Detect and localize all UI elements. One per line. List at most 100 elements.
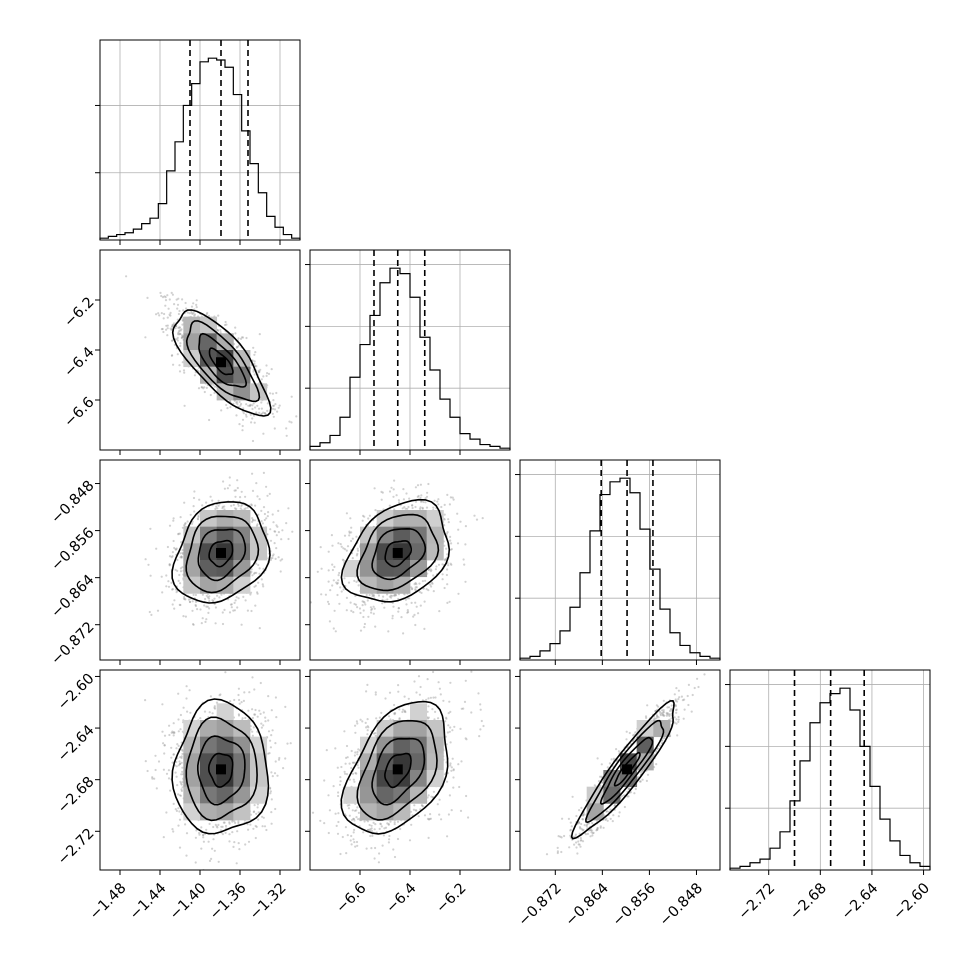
sample-point — [178, 846, 182, 849]
sample-point — [362, 609, 365, 612]
x-tick-label-p0-2: −1.40 — [167, 880, 210, 923]
panel-1-3-frame — [309, 669, 511, 871]
sample-point — [589, 829, 592, 832]
sample-point — [654, 709, 657, 713]
sample-point — [179, 332, 182, 336]
sample-point — [412, 808, 415, 811]
sample-point — [249, 593, 252, 596]
sample-point — [170, 756, 173, 759]
sample-point — [426, 817, 430, 821]
sample-point — [415, 809, 418, 812]
sample-point — [182, 615, 185, 618]
sample-point — [203, 390, 206, 394]
sample-point — [179, 516, 182, 519]
density-cell — [183, 803, 201, 821]
sample-point — [181, 335, 184, 339]
sample-point — [177, 579, 180, 583]
sample-point — [255, 812, 258, 815]
sample-point — [339, 780, 342, 783]
sample-point — [675, 687, 678, 690]
sample-point — [348, 814, 351, 817]
sample-point — [181, 786, 184, 789]
sample-point — [281, 529, 284, 532]
sample-point — [278, 756, 281, 760]
density-cell — [233, 770, 251, 788]
sample-point — [392, 495, 395, 498]
sample-point — [674, 698, 677, 701]
panel-0-3-content — [144, 671, 292, 870]
sample-point — [372, 605, 375, 608]
sample-point — [569, 828, 573, 832]
sample-point — [582, 814, 585, 817]
sample-point — [452, 768, 455, 771]
sample-point — [456, 512, 459, 515]
sample-point — [185, 307, 188, 310]
sample-point — [167, 580, 170, 583]
sample-point — [221, 833, 224, 836]
sample-point — [163, 312, 166, 316]
sample-point — [191, 600, 194, 603]
sample-point — [439, 693, 442, 696]
density-cell — [360, 526, 378, 544]
sample-point — [627, 795, 630, 798]
sample-point — [388, 490, 392, 493]
sample-point — [172, 731, 175, 734]
sample-point — [236, 402, 239, 406]
density-cell — [393, 510, 411, 528]
sample-point — [363, 626, 366, 629]
sample-point — [655, 704, 659, 707]
sample-point — [168, 724, 171, 727]
sample-point — [184, 522, 187, 526]
sample-point — [451, 757, 454, 760]
sample-point — [166, 545, 169, 549]
sample-point — [234, 489, 237, 492]
density-cell — [216, 576, 234, 594]
sample-point — [371, 834, 374, 838]
sample-point — [618, 811, 621, 814]
sample-point — [172, 830, 175, 833]
sample-point — [380, 498, 383, 501]
sample-point — [165, 585, 168, 588]
sample-point — [416, 495, 419, 498]
sample-point — [560, 836, 563, 839]
sample-point — [459, 727, 462, 731]
sample-point — [405, 492, 408, 495]
sample-point — [160, 294, 163, 298]
sample-point — [164, 304, 167, 307]
sample-point — [260, 401, 263, 404]
sample-point — [179, 780, 182, 784]
sample-point — [248, 404, 252, 407]
sample-point — [337, 542, 340, 545]
sample-point — [202, 387, 205, 390]
sample-point — [199, 717, 202, 720]
sample-point — [239, 496, 242, 499]
sample-point — [419, 685, 422, 689]
sample-point — [253, 373, 256, 376]
sample-point — [356, 806, 359, 809]
sample-point — [155, 787, 158, 790]
sample-point — [234, 326, 237, 329]
sample-point — [569, 821, 572, 824]
sample-point — [172, 722, 175, 725]
sample-point — [578, 822, 581, 825]
sample-point — [617, 815, 620, 818]
sample-point — [170, 339, 174, 342]
sample-point — [629, 791, 633, 794]
sample-point — [473, 514, 476, 517]
sample-point — [327, 602, 330, 606]
sample-point — [176, 353, 179, 356]
sample-point — [271, 513, 274, 516]
density-cell — [393, 720, 411, 738]
sample-point — [171, 828, 174, 831]
sample-point — [401, 507, 404, 510]
sample-point — [351, 537, 354, 540]
sample-point — [224, 831, 227, 835]
sample-point — [252, 519, 255, 522]
sample-point — [703, 673, 706, 676]
sample-point — [241, 418, 245, 421]
sample-point — [149, 574, 152, 577]
sample-point — [339, 852, 342, 856]
density-cell — [233, 753, 251, 771]
sample-point — [276, 410, 279, 413]
histogram-1 — [309, 267, 511, 450]
